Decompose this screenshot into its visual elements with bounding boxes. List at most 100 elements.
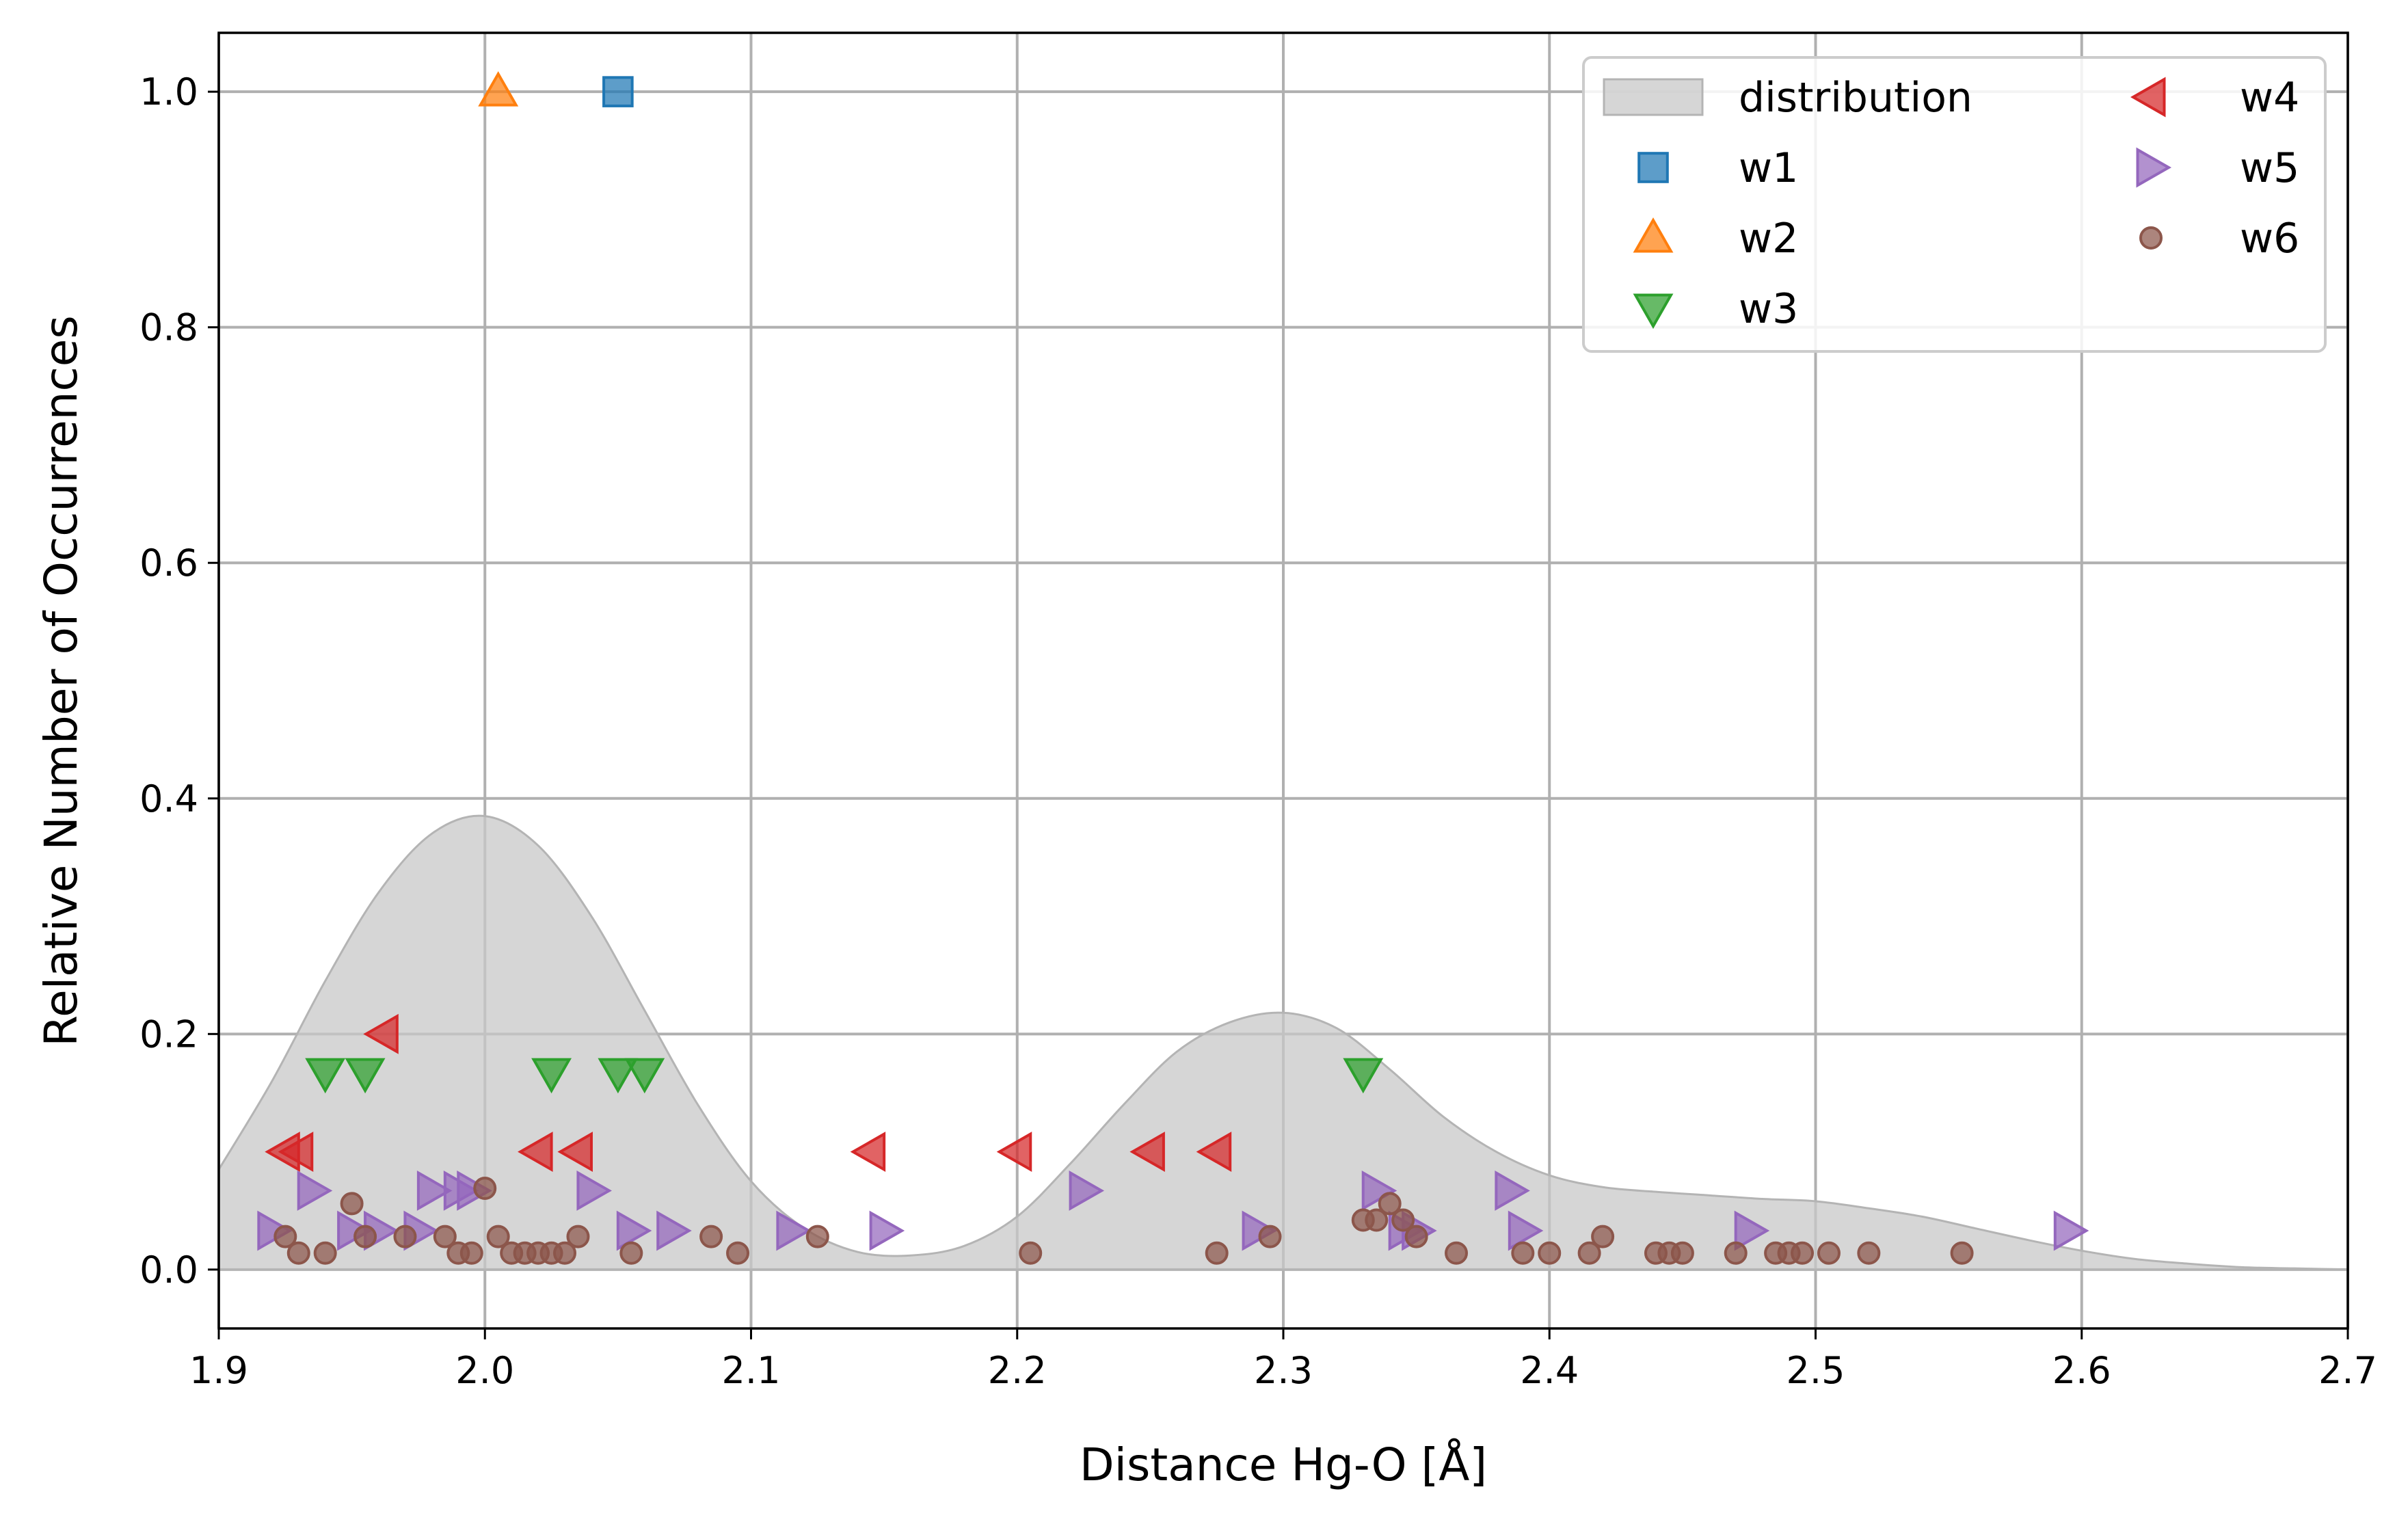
legend: distribution w1 w2 w3 w4 w5 w6 [1582,56,2327,353]
point-w4 [996,1132,1032,1173]
point-w6 [340,1192,364,1216]
legend-marker-w4 [2130,77,2166,118]
point-w4 [278,1132,314,1173]
y-tick-label: 0.6 [139,542,198,585]
point-w6 [1205,1241,1229,1265]
point-w6 [619,1241,643,1265]
point-w5 [616,1210,652,1251]
point-w4 [1129,1132,1165,1173]
point-w6 [459,1241,483,1265]
point-w6 [473,1176,497,1200]
point-w5 [416,1170,453,1211]
legend-marker-w2 [1633,217,1674,253]
legend-label-w3: w3 [1739,285,1798,333]
point-w4 [850,1132,886,1173]
point-w5 [1734,1210,1770,1251]
point-w6 [1591,1225,1615,1248]
point-w6 [1511,1241,1535,1265]
point-w6 [1445,1241,1469,1265]
point-w5 [297,1170,333,1211]
point-w6 [1577,1241,1601,1265]
x-tick-label: 2.5 [1787,1349,1845,1392]
x-tick-label: 2.0 [455,1349,514,1392]
point-w1 [602,76,634,107]
point-w4 [557,1132,593,1173]
point-w3 [305,1058,346,1094]
x-tick-label: 1.9 [189,1349,248,1392]
legend-label-w6: w6 [2240,215,2299,263]
legend-label-w4: w4 [2240,74,2299,122]
point-w2 [478,71,519,107]
x-tick-label: 2.7 [2318,1349,2377,1392]
point-w6 [566,1225,590,1248]
point-w5 [1069,1170,1105,1211]
point-w6 [726,1241,750,1265]
legend-swatch-distribution [1603,78,1704,116]
legend-items: distribution w1 w2 w3 w4 w5 w6 [1603,74,2299,333]
point-w5 [869,1210,905,1251]
point-w5 [776,1210,812,1251]
point-w6 [273,1225,297,1248]
y-axis-label: Relative Number of Occurrences [35,315,88,1047]
legend-label-distribution: distribution [1739,74,1972,122]
legend-label-w2: w2 [1739,215,1798,263]
distribution-area [217,814,2349,1271]
point-w3 [1343,1058,1384,1094]
point-w3 [345,1058,386,1094]
point-w6 [1791,1241,1815,1265]
point-w6 [1538,1241,1562,1265]
point-w3 [598,1058,639,1094]
point-w6 [553,1241,577,1265]
point-w4 [1196,1132,1232,1173]
point-w6 [393,1225,417,1248]
y-tick-label: 0.0 [139,1248,198,1292]
y-tick-label: 0.4 [139,777,198,820]
point-w6 [1391,1208,1415,1232]
legend-box [1582,56,2327,353]
legend-marker-w3 [1633,293,1674,330]
point-w6 [805,1225,829,1248]
point-w6 [486,1225,510,1248]
legend-label-w5: w5 [2240,144,2299,192]
point-w4 [363,1013,399,1054]
point-w6 [1258,1225,1282,1248]
point-w6 [1019,1241,1043,1265]
legend-marker-w5 [2136,147,2172,188]
point-w3 [624,1058,665,1094]
y-tick-label: 0.2 [139,1013,198,1056]
point-w4 [518,1132,553,1173]
point-w6 [699,1225,723,1248]
point-w6 [433,1225,457,1248]
point-w6 [1378,1192,1402,1216]
y-tick-label: 0.8 [139,306,198,349]
point-w5 [1508,1210,1544,1251]
y-tick-label: 1.0 [139,70,198,113]
x-tick-label: 2.6 [2052,1349,2111,1392]
point-w5 [1495,1170,1530,1211]
x-tick-label: 2.2 [988,1349,1047,1392]
tick-labels: 1.9 2.0 2.1 2.2 2.3 2.4 2.5 2.6 2.7 0.0 0.2 0.4 0.6 0… [139,70,2377,1392]
x-tick-label: 2.3 [1254,1349,1313,1392]
markers [257,71,2089,1265]
legend-marker-w1 [1637,152,1669,183]
point-w6 [1365,1208,1389,1232]
ticks [208,90,2349,1339]
legend-marker-w6 [2139,226,2163,250]
point-w6 [353,1225,377,1248]
point-w5 [656,1210,692,1251]
x-axis-label: Distance Hg-O [Å] [1080,1439,1487,1491]
legend-label-w1: w1 [1739,144,1798,192]
point-w5 [576,1170,612,1211]
point-w6 [1404,1225,1428,1248]
x-tick-label: 2.1 [722,1349,781,1392]
point-w6 [1950,1241,1974,1265]
point-w6 [286,1241,310,1265]
point-w5 [2053,1210,2089,1251]
point-w6 [1670,1241,1694,1265]
x-tick-label: 2.4 [1520,1349,1579,1392]
point-w5 [1361,1170,1397,1211]
point-w6 [1857,1241,1881,1265]
point-w6 [313,1241,337,1265]
point-w6 [1817,1241,1841,1265]
